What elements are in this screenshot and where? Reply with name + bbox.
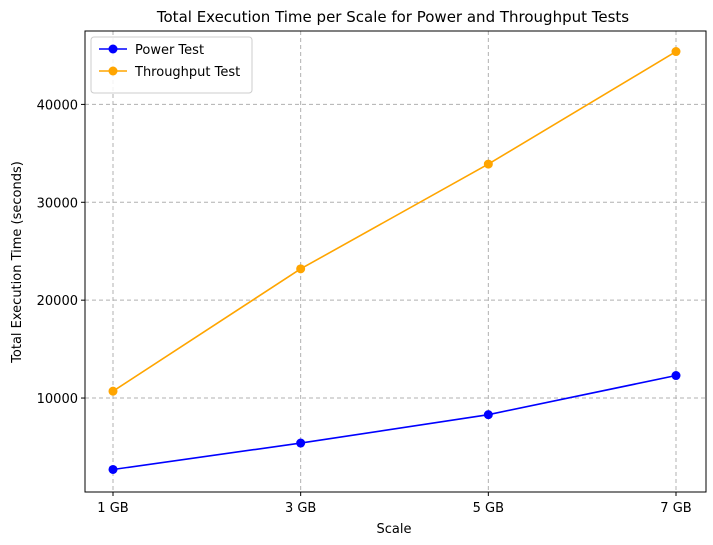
y-axis-ticks: 10000 20000 30000 40000 <box>37 98 85 407</box>
data-point <box>108 464 118 474</box>
y-tick-label: 10000 <box>37 392 78 407</box>
legend-label: Power Test <box>135 43 204 58</box>
data-point <box>671 371 681 381</box>
y-tick-label: 30000 <box>37 196 78 211</box>
legend-marker <box>108 44 118 54</box>
x-tick-label: 7 GB <box>660 501 691 516</box>
legend-box <box>90 36 253 94</box>
grid-lines <box>85 31 706 492</box>
x-axis-title: Scale <box>377 522 412 537</box>
plot-area-frame <box>84 30 707 493</box>
x-tick-label: 3 GB <box>285 501 316 516</box>
legend-marker <box>108 66 118 76</box>
y-axis-title: Total Execution Time (seconds) <box>10 161 25 364</box>
data-point <box>483 410 493 420</box>
legend-label: Throughput Test <box>134 65 240 80</box>
series-line-2 <box>112 50 677 392</box>
x-tick-label: 1 GB <box>97 501 128 516</box>
data-point <box>108 386 118 396</box>
chart-title: Total Execution Time per Scale for Power… <box>156 8 629 26</box>
y-tick-label: 20000 <box>37 294 78 309</box>
legend: Power Test Throughput Test <box>90 36 253 94</box>
x-tick-label: 5 GB <box>473 501 504 516</box>
data-point <box>671 47 681 57</box>
series-line-1 <box>112 374 677 471</box>
series-markers <box>108 47 681 474</box>
y-tick-label: 40000 <box>37 98 78 113</box>
data-point <box>296 438 306 448</box>
data-point <box>296 264 306 274</box>
series-lines <box>112 50 677 471</box>
x-axis-ticks: 1 GB 3 GB 5 GB 7 GB <box>97 492 692 516</box>
data-point <box>483 159 493 169</box>
